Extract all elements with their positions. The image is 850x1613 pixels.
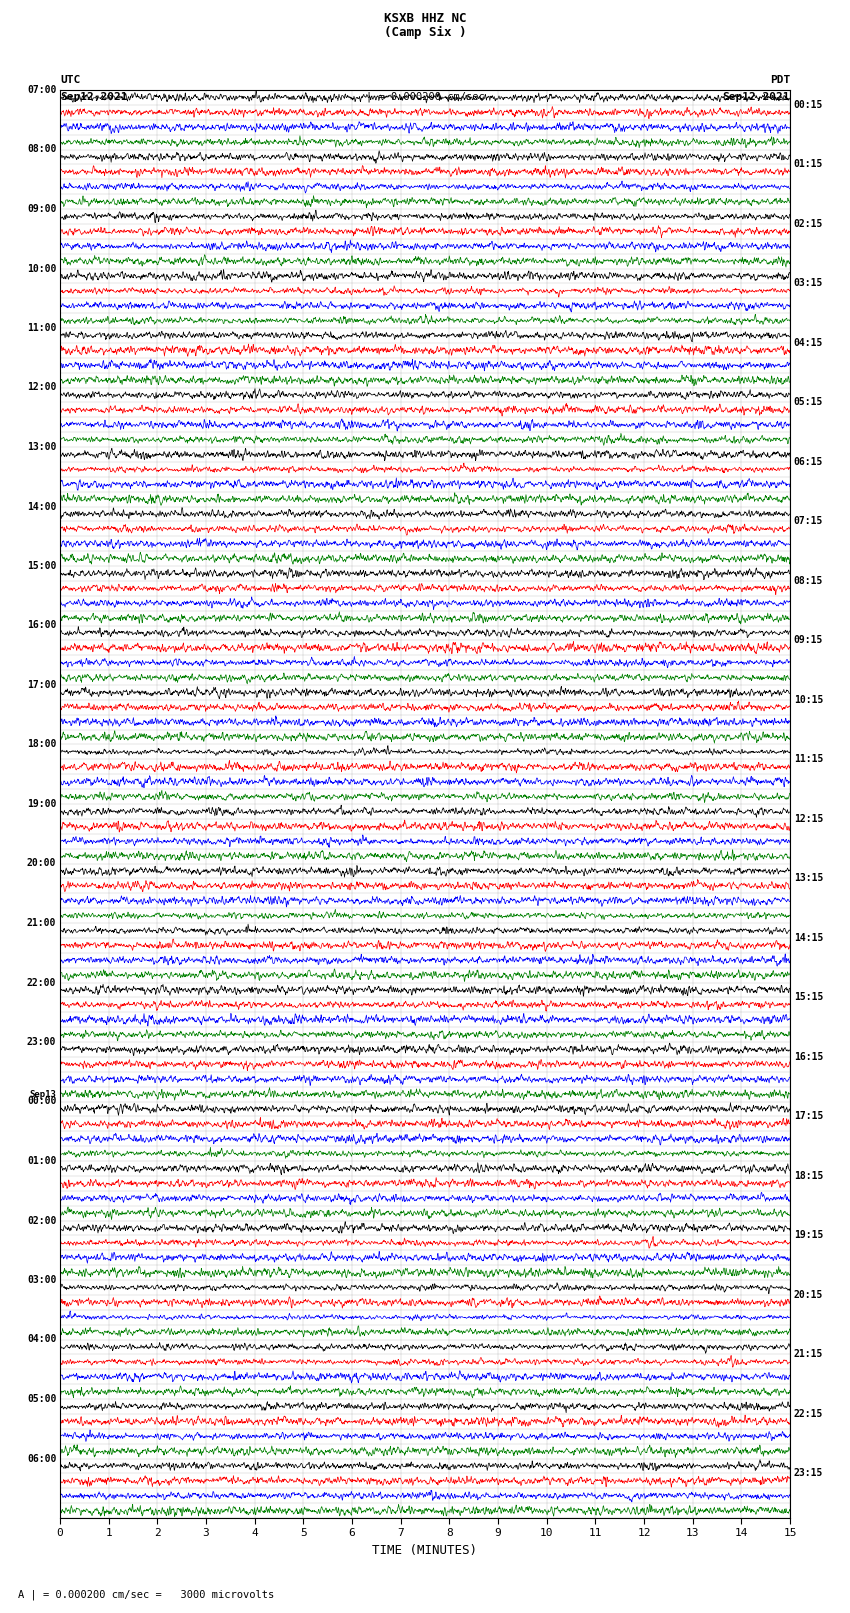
Text: 04:00: 04:00 xyxy=(27,1334,56,1345)
Text: 21:15: 21:15 xyxy=(794,1350,823,1360)
Text: 14:00: 14:00 xyxy=(27,502,56,511)
Text: A | = 0.000200 cm/sec =   3000 microvolts: A | = 0.000200 cm/sec = 3000 microvolts xyxy=(18,1590,275,1600)
Text: | = 0.000200 cm/sec: | = 0.000200 cm/sec xyxy=(366,92,484,102)
Text: 23:00: 23:00 xyxy=(27,1037,56,1047)
Text: 02:15: 02:15 xyxy=(794,219,823,229)
Text: 17:15: 17:15 xyxy=(794,1111,823,1121)
Text: 15:15: 15:15 xyxy=(794,992,823,1002)
Text: 19:00: 19:00 xyxy=(27,798,56,810)
Text: 00:00: 00:00 xyxy=(27,1097,56,1107)
Text: 11:00: 11:00 xyxy=(27,323,56,332)
Text: 20:00: 20:00 xyxy=(27,858,56,868)
Text: 10:00: 10:00 xyxy=(27,263,56,274)
Text: 09:00: 09:00 xyxy=(27,203,56,215)
Text: 16:15: 16:15 xyxy=(794,1052,823,1061)
Text: 06:15: 06:15 xyxy=(794,456,823,466)
Text: 13:15: 13:15 xyxy=(794,873,823,884)
Text: (Camp Six ): (Camp Six ) xyxy=(383,26,467,39)
Text: 07:00: 07:00 xyxy=(27,85,56,95)
Text: 00:15: 00:15 xyxy=(794,100,823,110)
Text: 03:00: 03:00 xyxy=(27,1274,56,1286)
Text: 07:15: 07:15 xyxy=(794,516,823,526)
Text: 08:00: 08:00 xyxy=(27,145,56,155)
X-axis label: TIME (MINUTES): TIME (MINUTES) xyxy=(372,1544,478,1557)
Text: 21:00: 21:00 xyxy=(27,918,56,927)
Text: 12:00: 12:00 xyxy=(27,382,56,392)
Text: 01:15: 01:15 xyxy=(794,160,823,169)
Text: 17:00: 17:00 xyxy=(27,681,56,690)
Text: 06:00: 06:00 xyxy=(27,1453,56,1463)
Text: 22:15: 22:15 xyxy=(794,1408,823,1419)
Text: 11:15: 11:15 xyxy=(794,755,823,765)
Text: 03:15: 03:15 xyxy=(794,279,823,289)
Text: 14:15: 14:15 xyxy=(794,932,823,944)
Text: PDT: PDT xyxy=(770,76,790,85)
Text: 13:00: 13:00 xyxy=(27,442,56,452)
Text: 09:15: 09:15 xyxy=(794,636,823,645)
Text: KSXB HHZ NC: KSXB HHZ NC xyxy=(383,11,467,24)
Text: 04:15: 04:15 xyxy=(794,337,823,348)
Text: 15:00: 15:00 xyxy=(27,561,56,571)
Text: Sep13: Sep13 xyxy=(30,1090,56,1098)
Text: 23:15: 23:15 xyxy=(794,1468,823,1479)
Text: 01:00: 01:00 xyxy=(27,1157,56,1166)
Text: Sep12,2021: Sep12,2021 xyxy=(60,92,128,102)
Text: 18:15: 18:15 xyxy=(794,1171,823,1181)
Text: 02:00: 02:00 xyxy=(27,1216,56,1226)
Text: 22:00: 22:00 xyxy=(27,977,56,987)
Text: 10:15: 10:15 xyxy=(794,695,823,705)
Text: 18:00: 18:00 xyxy=(27,739,56,750)
Text: 08:15: 08:15 xyxy=(794,576,823,586)
Text: 05:00: 05:00 xyxy=(27,1394,56,1403)
Text: 16:00: 16:00 xyxy=(27,621,56,631)
Text: Sep12,2021: Sep12,2021 xyxy=(722,92,790,102)
Text: 20:15: 20:15 xyxy=(794,1290,823,1300)
Text: UTC: UTC xyxy=(60,76,80,85)
Text: 12:15: 12:15 xyxy=(794,815,823,824)
Text: 19:15: 19:15 xyxy=(794,1231,823,1240)
Text: 05:15: 05:15 xyxy=(794,397,823,408)
